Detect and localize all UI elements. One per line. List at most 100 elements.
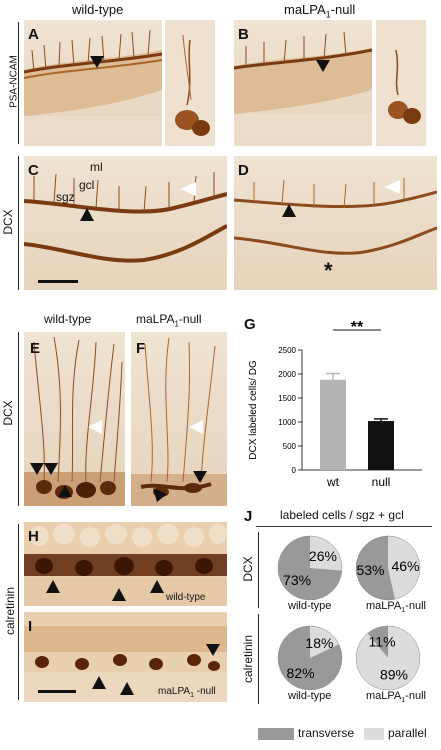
pie-caption-wt-dcx: wild-type: [288, 600, 332, 612]
panel-f-image: [131, 332, 227, 506]
panel-b-letter: B: [238, 26, 249, 43]
pie-caption-null-cal-prefix: maLPA: [366, 690, 402, 702]
j-pie-outline: [277, 625, 343, 691]
j-parallel-label: 89%: [380, 667, 408, 683]
header-wild-type: wild-type: [72, 2, 124, 17]
dcx-mid-label: DCX: [1, 400, 15, 426]
panel-c-micrograph: [24, 156, 227, 290]
psa-ncam-bracket: [18, 22, 19, 144]
dcx-pie-label: DCX: [241, 556, 255, 582]
panel-d-micrograph: [234, 156, 437, 290]
panel-c-letter: C: [28, 162, 39, 179]
j-parallel-label: 46%: [391, 558, 419, 574]
panel-h-arrowhead-2-icon: [112, 588, 126, 606]
mid-null-prefix: maLPA: [136, 312, 175, 326]
panel-i-genotype-suffix: -null: [193, 686, 216, 697]
panel-d-letter: D: [238, 162, 249, 179]
label-sgz: sgz: [56, 190, 75, 204]
g-y-tick-label: 2000: [278, 370, 296, 379]
mid-header-malpa1-null: maLPA1-null: [136, 312, 202, 328]
j-parallel-label: 18%: [305, 635, 333, 651]
panel-e-letter: E: [30, 340, 41, 357]
panel-b-inset-image: [376, 20, 426, 146]
j-slice-parallel: [310, 536, 342, 571]
dcx-mid-bracket: [18, 332, 19, 506]
g-y-tick-label: 0: [292, 466, 297, 475]
panel-i-arrowhead-3-icon: [206, 644, 220, 663]
panel-j-letter: J: [244, 508, 253, 525]
g-bar-null: [368, 421, 394, 470]
mid-null-sub: 1: [174, 319, 179, 329]
panel-h-micrograph: [24, 522, 227, 606]
panel-a-micrograph: [24, 20, 162, 146]
j-slice-parallel: [388, 536, 420, 600]
g-y-tick-label: 2500: [278, 346, 296, 355]
calretinin-pie-label: calretinin: [241, 634, 255, 684]
panel-e-arrowhead-2-icon: [44, 462, 58, 480]
g-bar-wt: [320, 379, 346, 470]
pie-caption-wt-cal: wild-type: [288, 690, 332, 702]
j-slice-transverse: [278, 626, 342, 690]
panel-i-micrograph: [24, 612, 227, 702]
legend-parallel-swatch: [364, 728, 384, 740]
label-gcl: gcl: [79, 178, 95, 192]
panel-c-image: [24, 156, 227, 290]
pie-caption-null-dcx-suffix: -null: [405, 600, 426, 612]
header-null-sub: 1: [325, 9, 331, 20]
header-malpa1-null: maLPA1-null: [284, 2, 355, 20]
panel-f-micrograph: [131, 332, 227, 506]
panel-f-arrowhead-2-icon: [153, 488, 167, 506]
panel-c-white-arrowhead-icon: [180, 182, 196, 201]
dcx-top-label: DCX: [1, 209, 15, 235]
panel-e-white-arrowhead-icon: [88, 420, 102, 439]
panel-b-image: [234, 20, 372, 146]
panel-f-letter: F: [136, 340, 146, 357]
g-category-label: null: [372, 475, 391, 489]
panel-i-scale-bar: [38, 690, 76, 693]
j-slice-transverse: [367, 626, 388, 658]
legend-parallel-label: parallel: [388, 726, 427, 740]
pie-caption-null-dcx-sub: 1: [401, 607, 406, 615]
panel-i-letter: I: [28, 618, 33, 635]
pie-caption-null-cal-sub: 1: [401, 697, 406, 705]
bar-chart-g: 0 500 1000 1500 2000 2500 DCX labeled cells/ D…: [248, 320, 422, 489]
panel-g-letter: G: [244, 316, 256, 333]
panel-i-genotype-prefix: maLPA: [158, 686, 191, 697]
panel-a-inset: [165, 20, 215, 146]
panel-f-arrowhead-1-icon: [193, 470, 207, 488]
panel-c-black-arrowhead-icon: [80, 208, 94, 227]
j-pie-outline: [355, 625, 421, 691]
panel-h-image: [24, 522, 227, 606]
j-parallel-label: 26%: [309, 548, 337, 564]
panel-h-genotype: wild-type: [166, 592, 206, 603]
panel-d-image: [234, 156, 437, 290]
panel-i-arrowhead-2-icon: [120, 682, 134, 701]
pie-caption-null-dcx: maLPA1-null: [366, 600, 426, 614]
legend-transverse-swatch: [258, 728, 294, 740]
j-transverse-label: 53%: [356, 562, 384, 578]
panel-h-arrowhead-3-icon: [150, 580, 164, 599]
dcx-pie-bracket: [258, 532, 259, 608]
j-pie-outline: [277, 535, 343, 601]
legend-transverse-label: transverse: [298, 726, 355, 740]
panel-i-genotype-sub: 1: [190, 692, 194, 699]
mid-header-wild-type: wild-type: [44, 312, 92, 326]
panel-d-black-arrowhead-icon: [282, 204, 296, 223]
panel-f-white-arrowhead-icon: [189, 420, 203, 439]
j-slice-transverse: [356, 536, 396, 600]
panel-h-arrowhead-1-icon: [46, 580, 60, 599]
j-transverse-label: 11%: [369, 633, 396, 649]
g-y-axis-label: DCX labeled cells/ DG: [248, 360, 259, 460]
panel-e-micrograph: [24, 332, 125, 506]
g-category-label: wt: [326, 475, 340, 489]
g-significance-label: **: [351, 320, 364, 336]
panel-a-image: [24, 20, 162, 146]
panel-j-title: labeled cells / sgz + gcl: [280, 508, 404, 522]
pie-charts-j: 26% 73% 46% 53% 18% 82% 89% 11%: [277, 535, 421, 691]
pie-caption-null-cal: maLPA1-null: [366, 690, 426, 704]
panel-h-letter: H: [28, 528, 39, 545]
panel-a-inset-image: [165, 20, 215, 146]
label-ml: ml: [90, 160, 103, 174]
g-y-tick-label: 1000: [278, 418, 296, 427]
panel-c-scale-bar: [38, 280, 78, 283]
